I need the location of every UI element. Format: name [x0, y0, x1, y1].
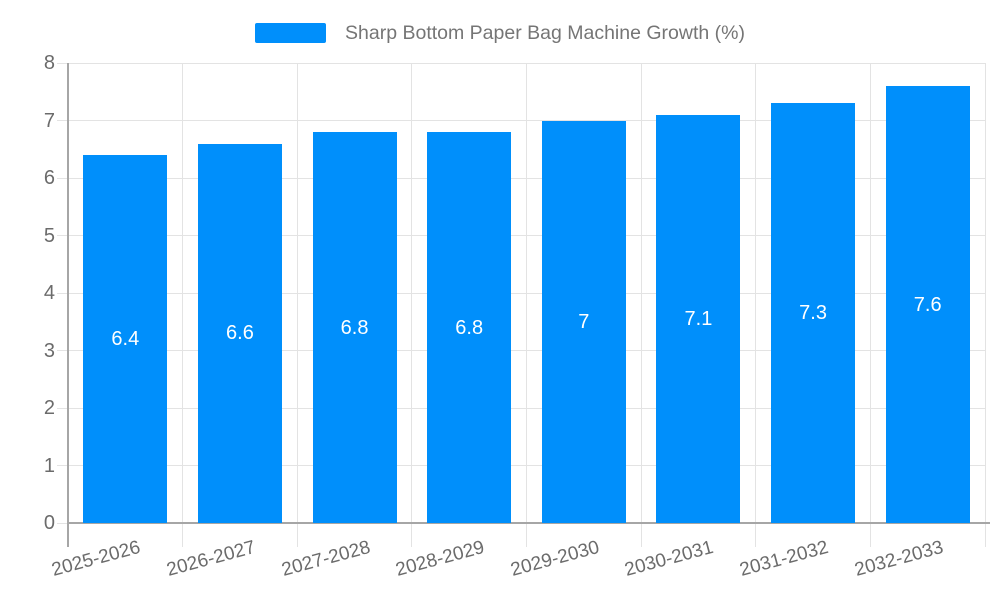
gridline-vertical — [984, 63, 986, 523]
x-axis-tick — [755, 523, 757, 547]
gridline-vertical — [526, 63, 527, 523]
y-axis-tick — [57, 407, 68, 409]
bar-2025-2026 — [83, 155, 168, 523]
bar-value-label: 7.1 — [684, 307, 713, 330]
x-axis-tick — [182, 523, 184, 547]
y-axis-tick — [57, 465, 68, 466]
gridline-vertical — [640, 63, 642, 523]
y-axis-label: 4 — [43, 282, 55, 304]
bar-value-label: 6.4 — [111, 328, 140, 350]
bar-2031-2032 — [771, 103, 856, 523]
bar-2027-2028 — [312, 132, 397, 523]
y-axis-line — [67, 63, 69, 547]
gridline-vertical — [296, 63, 298, 523]
gridline-vertical — [411, 63, 413, 523]
bar-value-label: 7.6 — [913, 293, 942, 316]
bar-value-label: 6.6 — [226, 322, 254, 345]
y-axis-label: 5 — [43, 224, 55, 247]
gridline-vertical — [869, 63, 871, 523]
y-axis-tick — [57, 292, 68, 294]
bar-2028-2029 — [427, 132, 512, 523]
x-axis-tick — [984, 523, 986, 547]
legend-marker — [255, 23, 327, 43]
bar-value-label: 6.8 — [455, 316, 484, 339]
legend-item[interactable]: Sharp Bottom Paper Bag Machine Growth (%… — [0, 21, 1000, 45]
y-axis-label: 0 — [43, 512, 55, 534]
x-axis-tick — [869, 523, 871, 547]
x-axis-tick — [296, 523, 298, 547]
y-axis-label: 7 — [43, 109, 55, 132]
bar-2029-2030 — [541, 120, 626, 523]
x-axis-tick — [526, 523, 527, 547]
bar-value-label: 7 — [578, 310, 590, 333]
y-axis-tick — [57, 522, 68, 524]
bar-2026-2027 — [197, 143, 282, 523]
bar-2032-2033 — [885, 86, 970, 523]
bar-2030-2031 — [656, 114, 741, 523]
x-axis-line — [67, 522, 990, 524]
x-axis-tick — [411, 523, 413, 547]
legend-label: Sharp Bottom Paper Bag Machine Growth (%… — [345, 22, 745, 44]
bar-value-label: 7.3 — [799, 302, 827, 325]
y-axis-tick — [57, 177, 68, 179]
y-axis-tick — [57, 350, 68, 351]
x-axis-tick — [640, 523, 642, 547]
y-axis-tick — [57, 62, 68, 64]
gridline-vertical — [182, 63, 184, 523]
gridline-vertical — [755, 63, 757, 523]
bar-value-label: 6.8 — [340, 316, 369, 339]
y-axis-label: 2 — [43, 397, 55, 419]
y-axis-label: 6 — [43, 167, 55, 189]
y-axis-label: 1 — [43, 454, 55, 477]
y-axis-label: 8 — [43, 52, 55, 74]
y-axis-label: 3 — [43, 339, 55, 362]
y-axis-tick — [57, 235, 68, 236]
y-axis-tick — [57, 120, 68, 121]
